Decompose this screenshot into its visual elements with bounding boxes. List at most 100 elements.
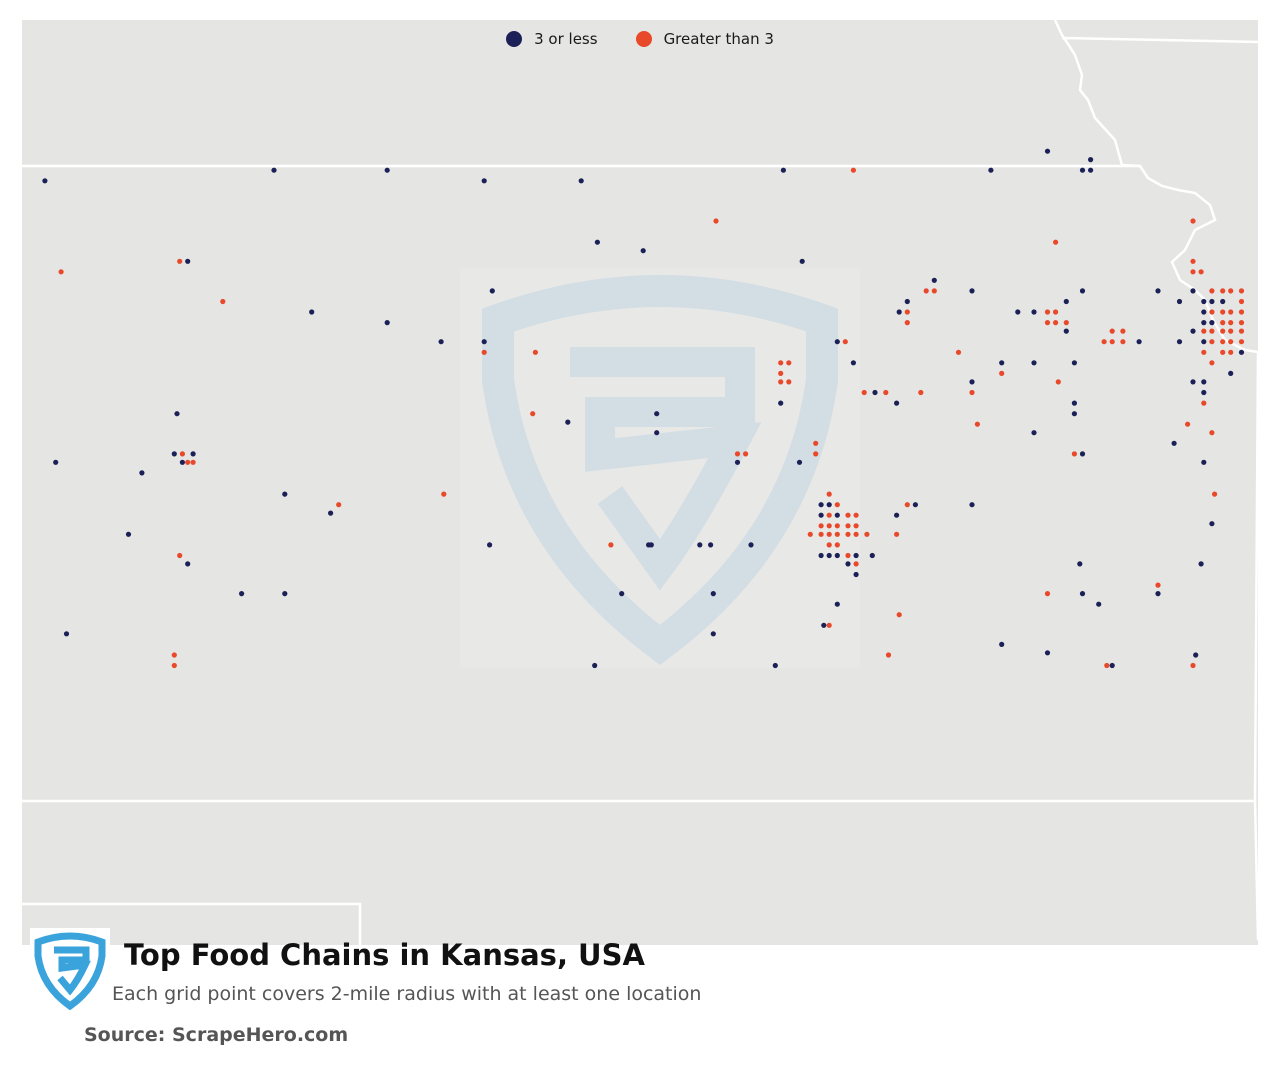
grid-point-low bbox=[1088, 157, 1094, 163]
legend-label-high: Greater than 3 bbox=[663, 30, 774, 48]
grid-point-low bbox=[1079, 451, 1086, 457]
grid-point-low bbox=[53, 459, 59, 465]
grid-point-high bbox=[931, 288, 937, 294]
grid-point-low bbox=[185, 258, 191, 264]
grid-point-high bbox=[883, 389, 889, 396]
grid-point-low bbox=[894, 400, 900, 406]
grid-point-high bbox=[1212, 491, 1218, 497]
grid-point-high bbox=[894, 531, 900, 537]
grid-point-low bbox=[1071, 411, 1077, 417]
grid-point-high bbox=[853, 531, 859, 537]
grid-point-low bbox=[869, 552, 875, 559]
grid-point-low bbox=[710, 631, 716, 637]
grid-point-low bbox=[710, 591, 716, 597]
grid-point-low bbox=[1176, 298, 1183, 305]
grid-point-high bbox=[1109, 339, 1115, 345]
grid-point-high bbox=[826, 531, 832, 537]
grid-point-high bbox=[1190, 218, 1196, 224]
grid-point-low bbox=[1109, 662, 1115, 669]
grid-point-high bbox=[608, 542, 614, 548]
grid-point-high bbox=[807, 531, 813, 537]
grid-point-high bbox=[904, 309, 910, 315]
grid-point-low bbox=[1198, 561, 1204, 567]
grid-point-high bbox=[177, 552, 183, 559]
grid-point-low bbox=[969, 502, 975, 508]
grid-point-low bbox=[1201, 459, 1207, 465]
grid-point-low bbox=[1031, 309, 1037, 315]
border-oklahoma-panhandle bbox=[22, 902, 362, 945]
grid-point-low bbox=[1031, 430, 1037, 436]
grid-point-high bbox=[974, 421, 981, 427]
grid-point-low bbox=[826, 502, 832, 508]
grid-point-high bbox=[955, 349, 962, 355]
grid-point-low bbox=[42, 178, 48, 184]
grid-point-low bbox=[282, 591, 288, 597]
grid-point-high bbox=[778, 379, 784, 385]
legend-item-high: Greater than 3 bbox=[635, 30, 774, 48]
grid-point-low bbox=[821, 622, 827, 628]
grid-point-high bbox=[845, 531, 851, 537]
grid-point-low bbox=[438, 339, 444, 345]
grid-point-high bbox=[786, 379, 792, 385]
grid-point-high bbox=[1055, 379, 1061, 385]
grid-point-high bbox=[818, 523, 824, 529]
grid-point-high bbox=[743, 451, 749, 457]
grid-point-low bbox=[1136, 339, 1142, 345]
grid-point-low bbox=[780, 167, 787, 173]
grid-point-high bbox=[1238, 320, 1245, 326]
grid-point-high bbox=[1201, 349, 1207, 355]
grid-point-low bbox=[1031, 360, 1037, 366]
source-credit: Source: ScrapeHero.com bbox=[84, 1024, 349, 1046]
grid-point-low bbox=[818, 512, 824, 518]
grid-point-low bbox=[1063, 328, 1069, 334]
grid-point-low bbox=[654, 430, 660, 436]
grid-point-high bbox=[1044, 320, 1051, 326]
grid-point-low bbox=[734, 459, 741, 465]
grid-point-low bbox=[1079, 591, 1086, 597]
grid-point-high bbox=[999, 370, 1005, 376]
grid-point-low bbox=[1238, 349, 1245, 355]
grid-point-high bbox=[1198, 269, 1204, 275]
grid-point-low bbox=[384, 320, 390, 326]
grid-point-low bbox=[894, 512, 900, 518]
grid-point-low bbox=[1071, 400, 1077, 406]
grid-point-low bbox=[853, 571, 859, 578]
grid-point-low bbox=[845, 561, 851, 567]
grid-point-high bbox=[826, 523, 832, 529]
grid-point-low bbox=[489, 288, 495, 294]
grid-point-high bbox=[904, 320, 910, 326]
grid-point-low bbox=[1176, 339, 1183, 345]
grid-point-high bbox=[918, 389, 924, 396]
grid-point-high bbox=[1063, 320, 1069, 326]
grid-point-high bbox=[1190, 662, 1196, 669]
grid-point-high bbox=[842, 339, 848, 345]
grid-point-low bbox=[1201, 298, 1207, 305]
grid-point-high bbox=[532, 349, 539, 355]
grid-point-low bbox=[912, 502, 919, 508]
grid-point-low bbox=[640, 248, 646, 254]
grid-point-low bbox=[171, 451, 177, 457]
grid-point-low bbox=[594, 239, 601, 245]
grid-point-low bbox=[1155, 591, 1161, 597]
grid-point-low bbox=[179, 459, 185, 465]
grid-point-high bbox=[778, 370, 784, 376]
grid-point-high bbox=[885, 652, 892, 658]
grid-point-low bbox=[1190, 288, 1196, 294]
map-title: Top Food Chains in Kansas, USA bbox=[124, 938, 645, 972]
grid-point-low bbox=[904, 298, 910, 305]
grid-point-high bbox=[864, 531, 870, 537]
grid-point-low bbox=[697, 542, 703, 548]
grid-point-high bbox=[1209, 328, 1215, 334]
border-iowa bbox=[1061, 36, 1261, 44]
grid-point-low bbox=[708, 542, 714, 548]
grid-point-low bbox=[748, 542, 754, 548]
grid-point-high bbox=[1220, 288, 1226, 294]
grid-point-low bbox=[834, 512, 840, 518]
grid-point-low bbox=[1044, 148, 1051, 154]
grid-point-low bbox=[1193, 652, 1199, 658]
grid-point-high bbox=[1044, 309, 1051, 315]
grid-point-high bbox=[786, 360, 792, 366]
grid-point-high bbox=[1044, 591, 1051, 597]
grid-point-high bbox=[778, 360, 784, 366]
grid-point-low bbox=[63, 631, 70, 637]
